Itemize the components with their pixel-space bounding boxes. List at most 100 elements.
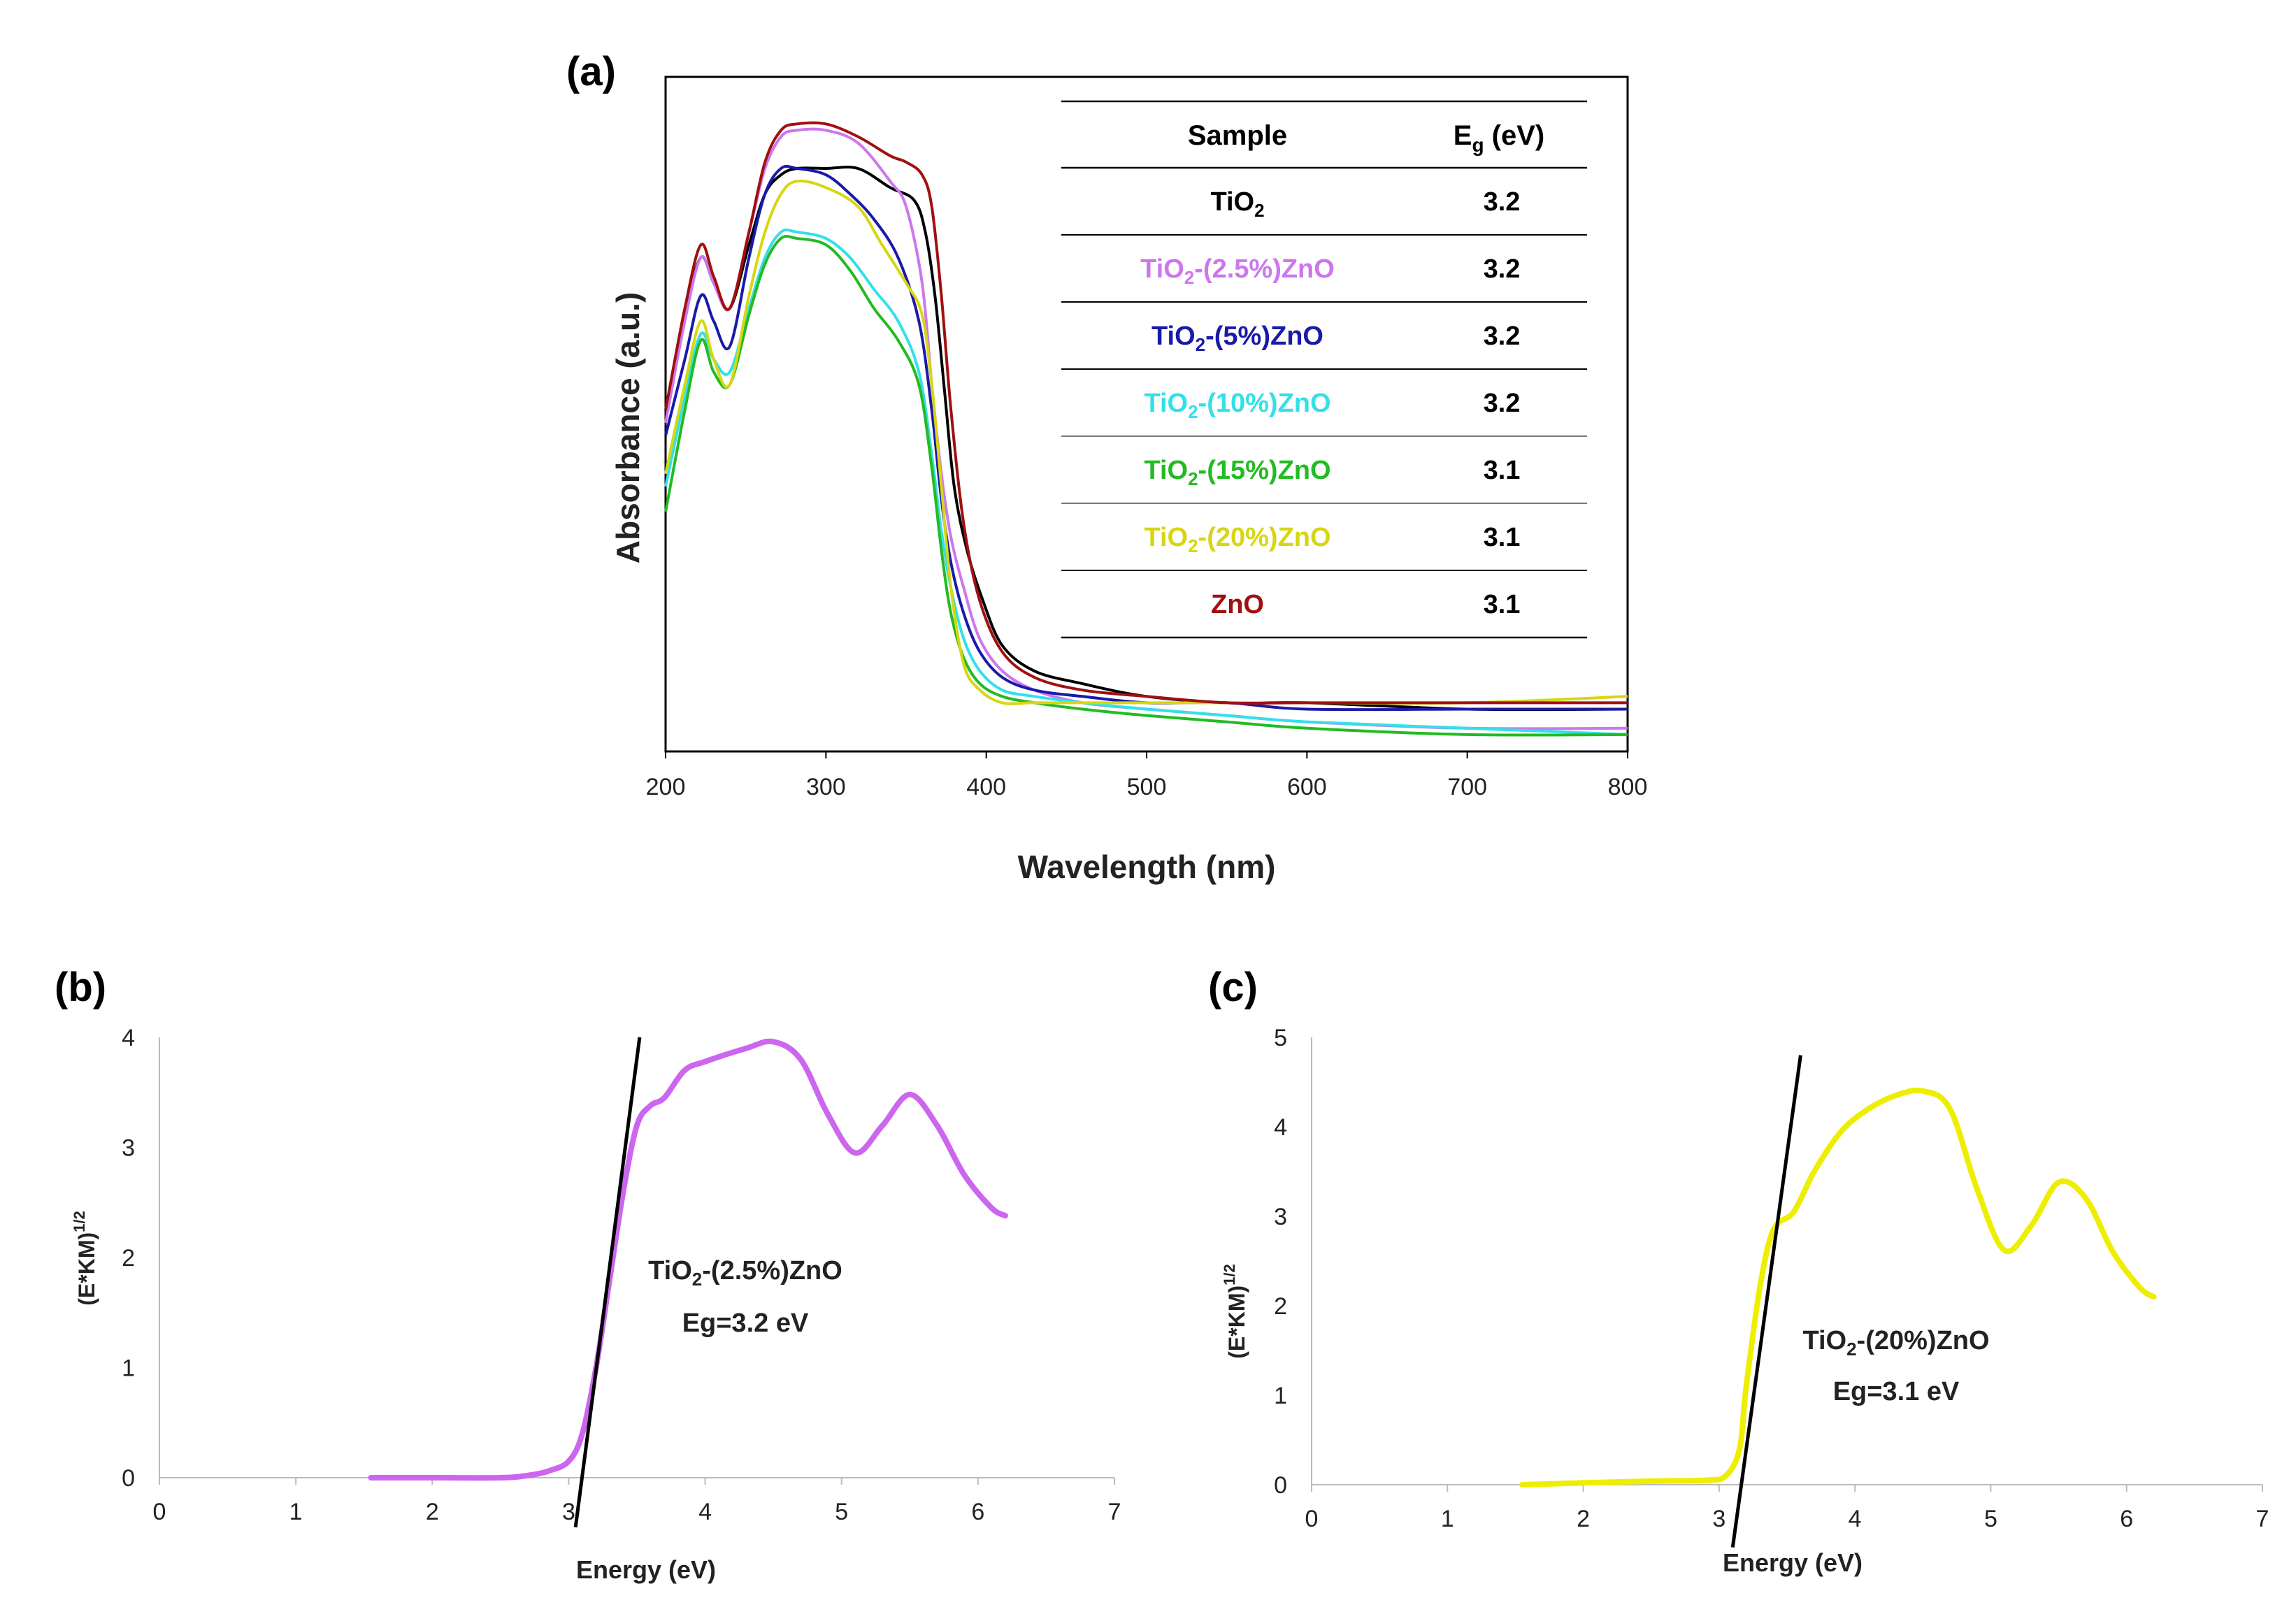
table-eg-value: 3.2 <box>1484 322 1521 351</box>
sample-name-pre: TiO <box>1151 322 1196 351</box>
panel-b-series-group <box>368 1037 1008 1528</box>
table-header-eg-unit: (eV) <box>1484 120 1545 151</box>
sample-name-post: -(5%)ZnO <box>1205 322 1323 351</box>
table-eg-value: 3.1 <box>1484 456 1521 485</box>
sample-name-post: -(2.5%)ZnO <box>1194 254 1335 284</box>
sample-name-pre: TiO <box>1144 523 1188 552</box>
panel-b-ticks: 0 1 2 3 4 5 6 7 0 1 2 3 4 <box>122 1025 1121 1525</box>
x-tick-label: 3 <box>1712 1506 1725 1532</box>
y-tick-label: 4 <box>1274 1114 1287 1141</box>
table-sample-name: TiO2-(10%)ZnO <box>1144 389 1330 422</box>
panel-a-series-group <box>664 121 1628 737</box>
y-tick-label: 1 <box>1274 1383 1287 1409</box>
series-line-tio2-15-zno <box>664 235 1628 737</box>
table-header-sample: Sample <box>1188 120 1287 151</box>
sample-name-pre: TiO <box>1140 254 1184 284</box>
panel-c-ylabel-sup: 1/2 <box>1221 1264 1238 1285</box>
table-eg-value: 3.2 <box>1484 187 1521 217</box>
sample-name-sub: 2 <box>1184 267 1194 288</box>
x-tick-label: 200 <box>646 774 686 800</box>
y-tick-label: 4 <box>122 1025 135 1051</box>
panel-c-xlabel: Energy (eV) <box>1723 1548 1863 1577</box>
x-tick-label: 7 <box>1108 1499 1121 1525</box>
panel-c-annotation-sample: TiO2-(20%)ZnO <box>1802 1326 1989 1360</box>
table-eg-value: 3.1 <box>1484 523 1521 552</box>
y-tick-label: 0 <box>1274 1472 1287 1499</box>
y-tick-label: 3 <box>122 1135 135 1162</box>
x-tick-label: 500 <box>1127 774 1167 800</box>
series-line-tio2 <box>664 166 1628 712</box>
table-sample-name: TiO2-(2.5%)ZnO <box>1140 254 1335 288</box>
sample-name-sub: 2 <box>1254 200 1264 221</box>
x-tick-label: 3 <box>562 1499 575 1525</box>
x-tick-label: 7 <box>2256 1506 2269 1532</box>
x-tick-label: 0 <box>1305 1506 1319 1532</box>
sample-name-post: -(20%)ZnO <box>1198 523 1331 552</box>
panel-a-xlabel: Wavelength (nm) <box>1018 849 1276 885</box>
sample-name-pre: ZnO <box>1211 590 1264 619</box>
x-tick-label: 5 <box>835 1499 848 1525</box>
x-tick-label: 5 <box>1984 1506 1997 1532</box>
x-tick-label: 700 <box>1447 774 1487 800</box>
panel-b-xlabel: Energy (eV) <box>576 1555 716 1584</box>
x-tick-label: 1 <box>289 1499 303 1525</box>
absorption-curve <box>1519 1087 2157 1487</box>
panel-b-annotation-eg: Eg=3.2 eV <box>682 1309 809 1338</box>
sample-name-post: -(10%)ZnO <box>1198 389 1331 418</box>
panel-a-ylabel: Absorbance (a.u.) <box>610 292 646 564</box>
x-tick-label: 600 <box>1287 774 1327 800</box>
x-tick-label: 800 <box>1608 774 1648 800</box>
panel-a-xticks: 200 300 400 500 600 700 800 <box>646 751 1648 800</box>
y-tick-label: 0 <box>122 1465 135 1492</box>
panel-b-ylabel: (E*KM)1/2 <box>71 1211 99 1305</box>
sample-name-sub: 2 <box>1188 401 1198 422</box>
series-line-tio2-2-5-zno <box>664 127 1628 730</box>
sample-name-pre: TiO <box>1210 187 1254 217</box>
x-tick-label: 4 <box>698 1499 712 1525</box>
y-tick-label: 5 <box>1274 1025 1287 1051</box>
x-tick-label: 0 <box>153 1499 166 1525</box>
table-header-eg-main: E <box>1454 120 1472 151</box>
panel-b-ylabel-sup: 1/2 <box>71 1211 88 1232</box>
panel-b-annotation-post: -(2.5%)ZnO <box>702 1256 842 1285</box>
x-tick-label: 1 <box>1441 1506 1454 1532</box>
table-eg-value: 3.2 <box>1484 254 1521 284</box>
x-tick-label: 2 <box>1577 1506 1590 1532</box>
panel-b-annotation-sub: 2 <box>692 1269 702 1290</box>
sample-name-pre: TiO <box>1144 456 1188 485</box>
y-tick-label: 2 <box>122 1245 135 1271</box>
sample-name-sub: 2 <box>1196 334 1205 355</box>
panel-c-ticks: 0 1 2 3 4 5 6 7 0 1 2 3 4 5 <box>1274 1025 2269 1532</box>
sample-name-sub: 2 <box>1188 535 1198 556</box>
x-tick-label: 6 <box>2120 1506 2133 1532</box>
x-tick-label: 300 <box>806 774 846 800</box>
panel-b-ylabel-main: (E*KM) <box>74 1232 99 1306</box>
panel-c-annotation-pre: TiO <box>1802 1326 1846 1355</box>
series-line-tio2-5-zno <box>664 164 1628 712</box>
sample-name-sub: 2 <box>1188 468 1198 489</box>
y-tick-label: 3 <box>1274 1204 1287 1230</box>
table-eg-value: 3.1 <box>1484 590 1521 619</box>
panel-c-annotation-eg: Eg=3.1 eV <box>1833 1377 1960 1406</box>
panel-c-ylabel: (E*KM)1/2 <box>1221 1264 1249 1358</box>
panel-a: (a) 200 300 400 500 600 700 800 Wavelength (nm… <box>566 49 1647 885</box>
panel-a-label: (a) <box>566 49 616 94</box>
panel-b-annotation-sample: TiO2-(2.5%)ZnO <box>648 1256 842 1290</box>
absorption-curve <box>368 1038 1008 1481</box>
panel-c-label: (c) <box>1208 965 1258 1010</box>
panel-c-series-group <box>1519 1055 2157 1548</box>
panel-b-annotation-pre: TiO <box>648 1256 692 1285</box>
x-tick-label: 400 <box>966 774 1006 800</box>
x-tick-label: 4 <box>1849 1506 1862 1532</box>
series-line-zno <box>664 121 1628 705</box>
table-sample-name: TiO2-(20%)ZnO <box>1144 523 1330 556</box>
table-sample-name: ZnO <box>1211 590 1264 619</box>
x-tick-label: 6 <box>971 1499 984 1525</box>
y-tick-label: 2 <box>1274 1293 1287 1320</box>
panel-c-annotation-sub: 2 <box>1846 1339 1856 1360</box>
panel-c-annotation-post: -(20%)ZnO <box>1857 1326 1990 1355</box>
